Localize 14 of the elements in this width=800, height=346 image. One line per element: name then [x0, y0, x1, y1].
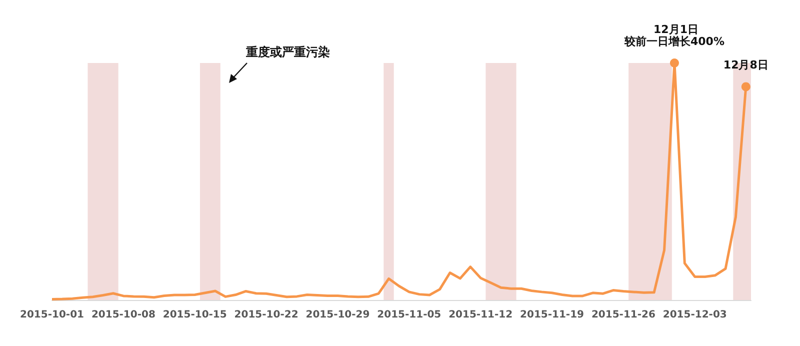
- x-tick-label: 2015-10-01: [20, 310, 84, 320]
- x-tick-label: 2015-10-15: [162, 310, 227, 320]
- x-tick-label: 2015-10-22: [234, 310, 298, 320]
- annotation: 12月8日: [723, 58, 768, 72]
- x-tick-label: 2015-11-12: [448, 310, 513, 320]
- x-tick-label: 2015-10-08: [91, 310, 156, 320]
- x-tick-label: 2015-11-19: [520, 310, 584, 320]
- x-tick-label: 2015-11-26: [591, 310, 656, 320]
- x-tick-label: 2015-10-29: [306, 310, 370, 320]
- x-tick-label: 2015-11-05: [377, 310, 442, 320]
- x-tick-label: 2015-12-03: [662, 310, 727, 320]
- text: 重度或严重污染: [246, 44, 330, 61]
- annotation: 较前一日增长400%: [623, 35, 724, 48]
- text: 12月1日: [654, 22, 698, 36]
